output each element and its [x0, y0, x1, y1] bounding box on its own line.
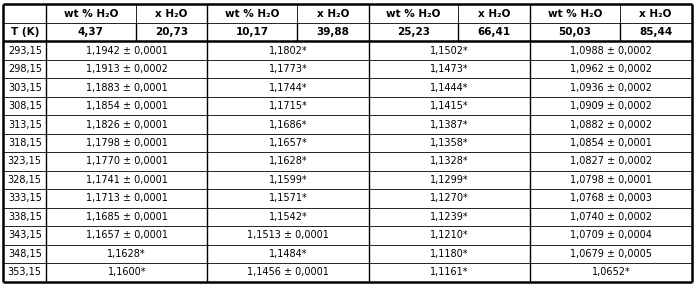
- Text: 1,0988 ± 0,0002: 1,0988 ± 0,0002: [570, 45, 652, 55]
- Text: 39,88: 39,88: [316, 27, 350, 37]
- Text: wt % H₂O: wt % H₂O: [386, 9, 441, 19]
- Text: 298,15: 298,15: [8, 64, 42, 74]
- Text: 1,0909 ± 0,0002: 1,0909 ± 0,0002: [570, 101, 652, 111]
- Text: 313,15: 313,15: [8, 120, 42, 130]
- Text: wt % H₂O: wt % H₂O: [225, 9, 279, 19]
- Text: 353,15: 353,15: [8, 267, 42, 277]
- Text: 1,0798 ± 0,0001: 1,0798 ± 0,0001: [570, 175, 652, 185]
- Text: 1,1913 ± 0,0002: 1,1913 ± 0,0002: [85, 64, 167, 74]
- Text: 1,1826 ± 0,0001: 1,1826 ± 0,0001: [85, 120, 167, 130]
- Text: 1,1628*: 1,1628*: [269, 156, 307, 166]
- Text: 85,44: 85,44: [639, 27, 672, 37]
- Text: 1,1387*: 1,1387*: [430, 120, 469, 130]
- Text: 1,1685 ± 0,0001: 1,1685 ± 0,0001: [85, 212, 167, 222]
- Text: 1,0768 ± 0,0003: 1,0768 ± 0,0003: [570, 194, 652, 203]
- Text: x H₂O: x H₂O: [639, 9, 672, 19]
- Text: x H₂O: x H₂O: [317, 9, 349, 19]
- Text: 323,15: 323,15: [8, 156, 42, 166]
- Text: 1,1542*: 1,1542*: [269, 212, 307, 222]
- Text: 1,1456 ± 0,0001: 1,1456 ± 0,0001: [247, 267, 329, 277]
- Text: 1,0740 ± 0,0002: 1,0740 ± 0,0002: [570, 212, 652, 222]
- Text: 1,1599*: 1,1599*: [269, 175, 307, 185]
- Text: 1,1942 ± 0,0001: 1,1942 ± 0,0001: [85, 45, 167, 55]
- Text: 10,17: 10,17: [236, 27, 269, 37]
- Text: 1,1358*: 1,1358*: [430, 138, 469, 148]
- Text: 1,1628*: 1,1628*: [108, 249, 146, 259]
- Text: x H₂O: x H₂O: [156, 9, 188, 19]
- Text: 1,1571*: 1,1571*: [269, 194, 307, 203]
- Text: 303,15: 303,15: [8, 83, 42, 92]
- Text: 25,23: 25,23: [397, 27, 430, 37]
- Text: 1,1770 ± 0,0001: 1,1770 ± 0,0001: [85, 156, 167, 166]
- Text: 343,15: 343,15: [8, 231, 42, 241]
- Text: 1,1180*: 1,1180*: [430, 249, 468, 259]
- Text: T (K): T (K): [10, 27, 39, 37]
- Text: 1,1210*: 1,1210*: [430, 231, 469, 241]
- Text: 1,0882 ± 0,0002: 1,0882 ± 0,0002: [570, 120, 652, 130]
- Text: 1,1715*: 1,1715*: [269, 101, 307, 111]
- Text: 4,37: 4,37: [78, 27, 104, 37]
- Text: 318,15: 318,15: [8, 138, 42, 148]
- Text: 333,15: 333,15: [8, 194, 42, 203]
- Text: 1,1883 ± 0,0001: 1,1883 ± 0,0001: [86, 83, 167, 92]
- Text: 1,0827 ± 0,0002: 1,0827 ± 0,0002: [570, 156, 652, 166]
- Text: 1,1239*: 1,1239*: [430, 212, 469, 222]
- Text: 20,73: 20,73: [155, 27, 188, 37]
- Text: wt % H₂O: wt % H₂O: [548, 9, 602, 19]
- Text: 1,1444*: 1,1444*: [430, 83, 468, 92]
- Text: 1,1657*: 1,1657*: [269, 138, 307, 148]
- Text: 1,1600*: 1,1600*: [108, 267, 146, 277]
- Text: x H₂O: x H₂O: [478, 9, 511, 19]
- Text: 293,15: 293,15: [8, 45, 42, 55]
- Text: 1,0679 ± 0,0005: 1,0679 ± 0,0005: [570, 249, 652, 259]
- Text: 1,1802*: 1,1802*: [269, 45, 307, 55]
- Text: 1,1713 ± 0,0001: 1,1713 ± 0,0001: [85, 194, 167, 203]
- Text: 1,1741 ± 0,0001: 1,1741 ± 0,0001: [85, 175, 167, 185]
- Text: 338,15: 338,15: [8, 212, 42, 222]
- Text: 50,03: 50,03: [559, 27, 591, 37]
- Text: 1,1686*: 1,1686*: [269, 120, 307, 130]
- Text: 1,1502*: 1,1502*: [430, 45, 469, 55]
- Text: 1,0854 ± 0,0001: 1,0854 ± 0,0001: [570, 138, 652, 148]
- Text: 66,41: 66,41: [477, 27, 511, 37]
- Text: 1,1270*: 1,1270*: [430, 194, 469, 203]
- Text: 1,1161*: 1,1161*: [430, 267, 468, 277]
- Text: 1,1328*: 1,1328*: [430, 156, 469, 166]
- Text: 1,1473*: 1,1473*: [430, 64, 469, 74]
- Text: 1,1744*: 1,1744*: [269, 83, 307, 92]
- Text: wt % H₂O: wt % H₂O: [64, 9, 118, 19]
- Text: 1,1484*: 1,1484*: [269, 249, 307, 259]
- Text: 1,0709 ± 0,0004: 1,0709 ± 0,0004: [570, 231, 652, 241]
- Text: 1,1299*: 1,1299*: [430, 175, 469, 185]
- Text: 1,0652*: 1,0652*: [591, 267, 630, 277]
- Text: 1,1415*: 1,1415*: [430, 101, 469, 111]
- Text: 1,1513 ± 0,0001: 1,1513 ± 0,0001: [247, 231, 329, 241]
- Text: 308,15: 308,15: [8, 101, 42, 111]
- Text: 1,1773*: 1,1773*: [269, 64, 307, 74]
- Text: 328,15: 328,15: [8, 175, 42, 185]
- Text: 1,0936 ± 0,0002: 1,0936 ± 0,0002: [570, 83, 652, 92]
- Text: 1,1657 ± 0,0001: 1,1657 ± 0,0001: [85, 231, 167, 241]
- Text: 348,15: 348,15: [8, 249, 42, 259]
- Text: 1,0962 ± 0,0002: 1,0962 ± 0,0002: [570, 64, 652, 74]
- Text: 1,1854 ± 0,0001: 1,1854 ± 0,0001: [85, 101, 167, 111]
- Text: 1,1798 ± 0,0001: 1,1798 ± 0,0001: [85, 138, 167, 148]
